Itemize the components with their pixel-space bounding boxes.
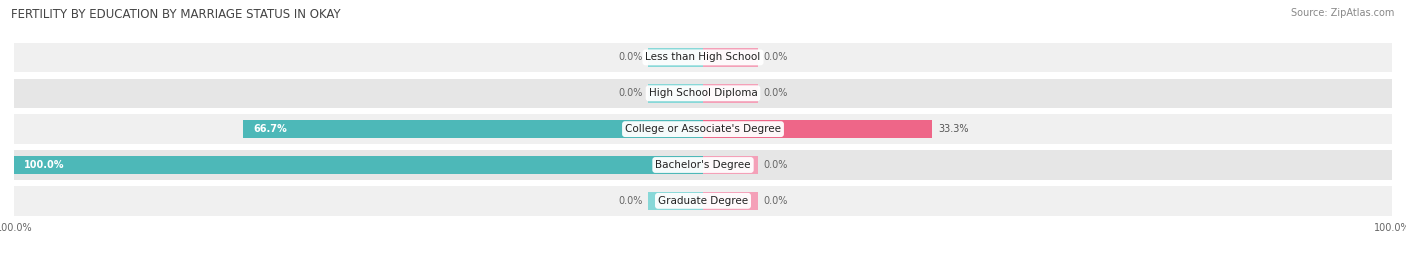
Text: Graduate Degree: Graduate Degree <box>658 196 748 206</box>
Bar <box>703 120 932 139</box>
Text: 66.7%: 66.7% <box>254 124 288 134</box>
Bar <box>648 192 703 210</box>
Bar <box>648 84 703 102</box>
Text: Source: ZipAtlas.com: Source: ZipAtlas.com <box>1291 8 1395 18</box>
Text: 0.0%: 0.0% <box>763 52 787 62</box>
Text: Less than High School: Less than High School <box>645 52 761 62</box>
Bar <box>14 150 1392 180</box>
Text: College or Associate's Degree: College or Associate's Degree <box>626 124 780 134</box>
Bar <box>703 192 758 210</box>
Bar <box>703 48 758 67</box>
Text: High School Diploma: High School Diploma <box>648 88 758 98</box>
Bar <box>14 114 1392 144</box>
Bar <box>648 48 703 67</box>
Text: 0.0%: 0.0% <box>763 160 787 170</box>
Text: 0.0%: 0.0% <box>763 88 787 98</box>
Bar <box>703 156 758 174</box>
Bar <box>14 79 1392 108</box>
Text: 33.3%: 33.3% <box>938 124 969 134</box>
Text: 0.0%: 0.0% <box>619 88 643 98</box>
Bar <box>14 186 1392 215</box>
Text: FERTILITY BY EDUCATION BY MARRIAGE STATUS IN OKAY: FERTILITY BY EDUCATION BY MARRIAGE STATU… <box>11 8 340 21</box>
Bar <box>14 156 703 174</box>
Text: Bachelor's Degree: Bachelor's Degree <box>655 160 751 170</box>
Bar <box>14 43 1392 72</box>
Bar <box>703 84 758 102</box>
Bar <box>243 120 703 139</box>
Text: 0.0%: 0.0% <box>763 196 787 206</box>
Text: 100.0%: 100.0% <box>24 160 65 170</box>
Text: 0.0%: 0.0% <box>619 196 643 206</box>
Text: 0.0%: 0.0% <box>619 52 643 62</box>
